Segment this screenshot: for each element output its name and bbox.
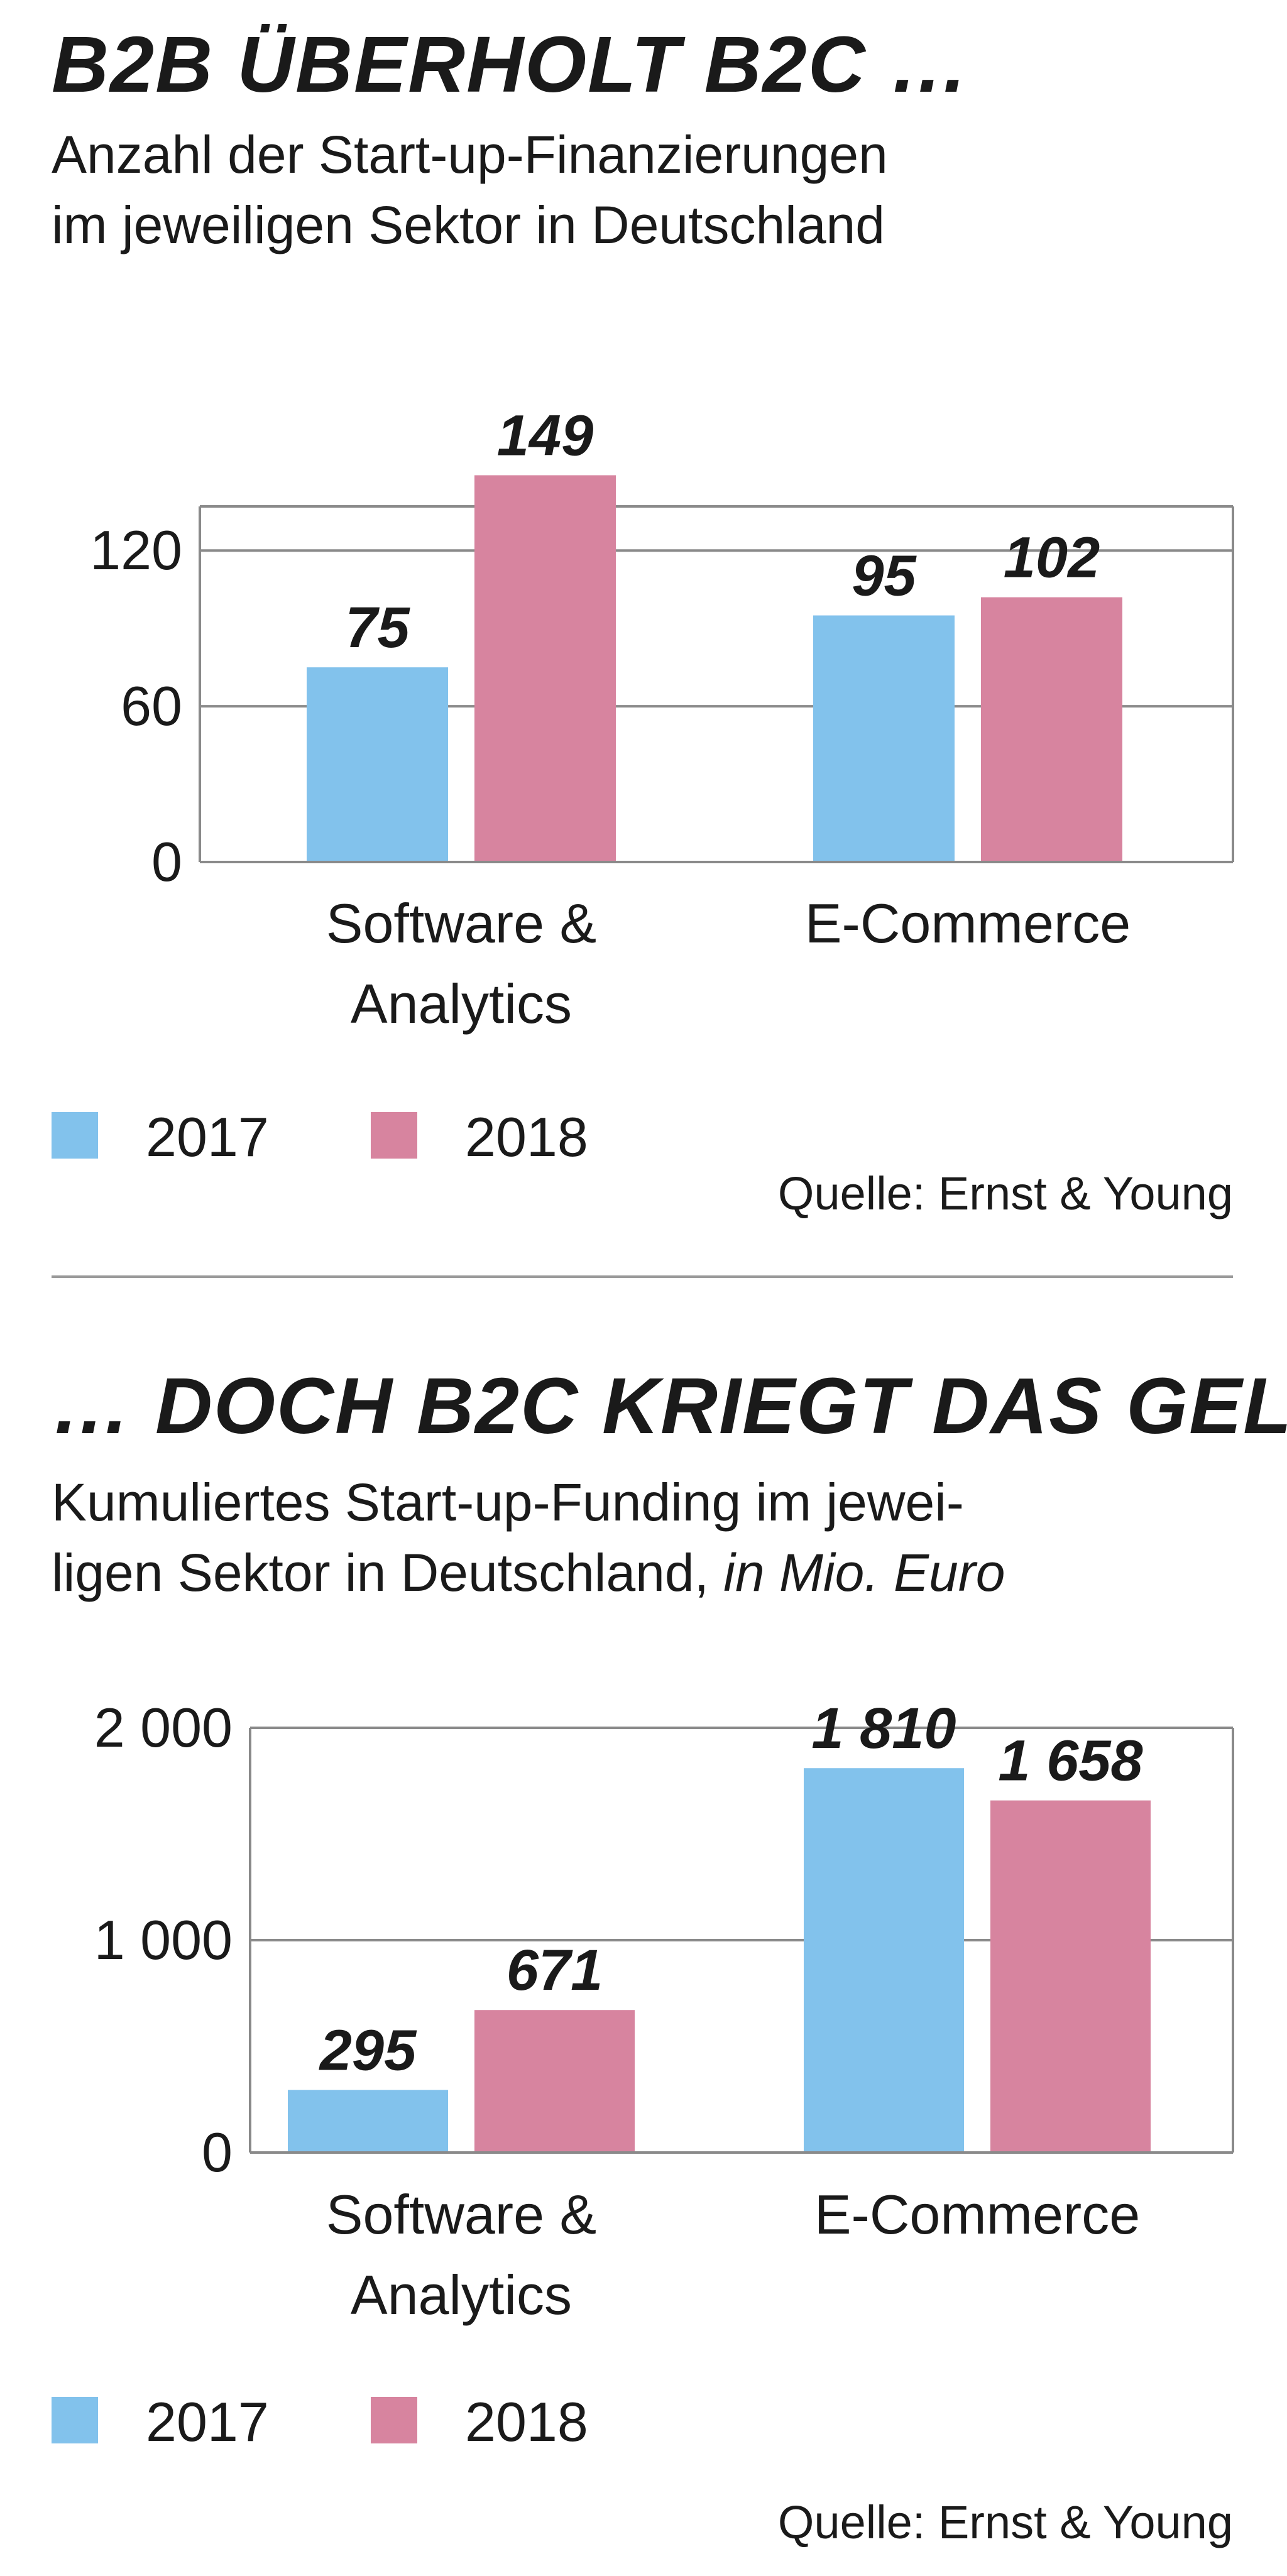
y-tick-label: 120 [90,519,182,581]
bar [288,2090,448,2153]
bar [474,2010,635,2153]
chart-panel-1: B2B ÜBERHOLT B2C … Anzahl der Start-up-F… [0,0,1287,1275]
legend-label: 2018 [465,2391,588,2453]
subtitle-line-2: ligen Sektor in Deutschland, [52,1543,724,1602]
subtitle-line-1: Kumuliertes Start-up-Funding im jewei- [52,1473,964,1532]
x-category-label: E-Commerce [805,892,1131,954]
bar-value-label: 75 [345,596,410,660]
bar [474,475,616,862]
x-category-label: Analytics [351,2264,572,2326]
bar-chart-2: 0 1 000 2 000 295 671 Software & Analytics 1 81… [52,1696,1234,2548]
bar-chart-1: 0 60 120 75 149 Software & Analytics 95 102 E-Com… [52,403,1234,1220]
bar [813,615,955,862]
source-note: Quelle: Ernst & Young [778,1167,1233,1220]
legend-label: 2017 [146,2391,269,2453]
y-tick-label: 60 [121,675,182,737]
legend-swatch [371,2397,417,2443]
legend-label: 2017 [146,1106,269,1168]
x-category-label: Software & [326,892,596,954]
bar [804,1768,964,2153]
section-divider [52,1275,1233,1278]
legend-swatch [52,2397,98,2443]
chart-subtitle-1: Anzahl der Start-up-Finanzierungen im je… [52,119,1246,260]
y-tick-label: 1 000 [94,1909,233,1971]
bar-value-label: 671 [507,1938,603,2002]
legend-label: 2018 [465,1106,588,1168]
bar-value-label: 1 810 [811,1696,956,1760]
bar [990,1800,1151,2153]
bar-value-label: 1 658 [998,1729,1143,1793]
bar-value-label: 149 [497,403,594,467]
x-category-label: Analytics [351,973,572,1035]
y-tick-label: 0 [151,831,182,893]
chart-title-2: … DOCH B2C KRIEGT DAS GELD [52,1362,1287,1450]
chart-panel-2: … DOCH B2C KRIEGT DAS GELD Kumuliertes S… [0,1285,1287,2576]
subtitle-line-2: im jeweiligen Sektor in Deutschland [52,195,885,254]
chart-title-1: B2B ÜBERHOLT B2C … [52,20,970,109]
bar [307,667,448,862]
y-tick-label: 2 000 [94,1696,233,1759]
legend-swatch [371,1112,417,1159]
bar-value-label: 102 [1004,526,1100,590]
y-tick-label: 0 [202,2121,233,2183]
x-category-label: E-Commerce [814,2183,1140,2246]
x-category-label: Software & [326,2183,596,2246]
subtitle-unit: in Mio. Euro [723,1543,1005,1602]
chart-subtitle-2: Kumuliertes Start-up-Funding im jewei- l… [52,1467,1246,1608]
bar-value-label: 295 [319,2018,417,2082]
bar [981,597,1122,862]
legend-swatch [52,1112,98,1159]
bar-value-label: 95 [852,544,917,608]
source-note: Quelle: Ernst & Young [778,2496,1233,2548]
subtitle-line-1: Anzahl der Start-up-Finanzierungen [52,125,888,184]
